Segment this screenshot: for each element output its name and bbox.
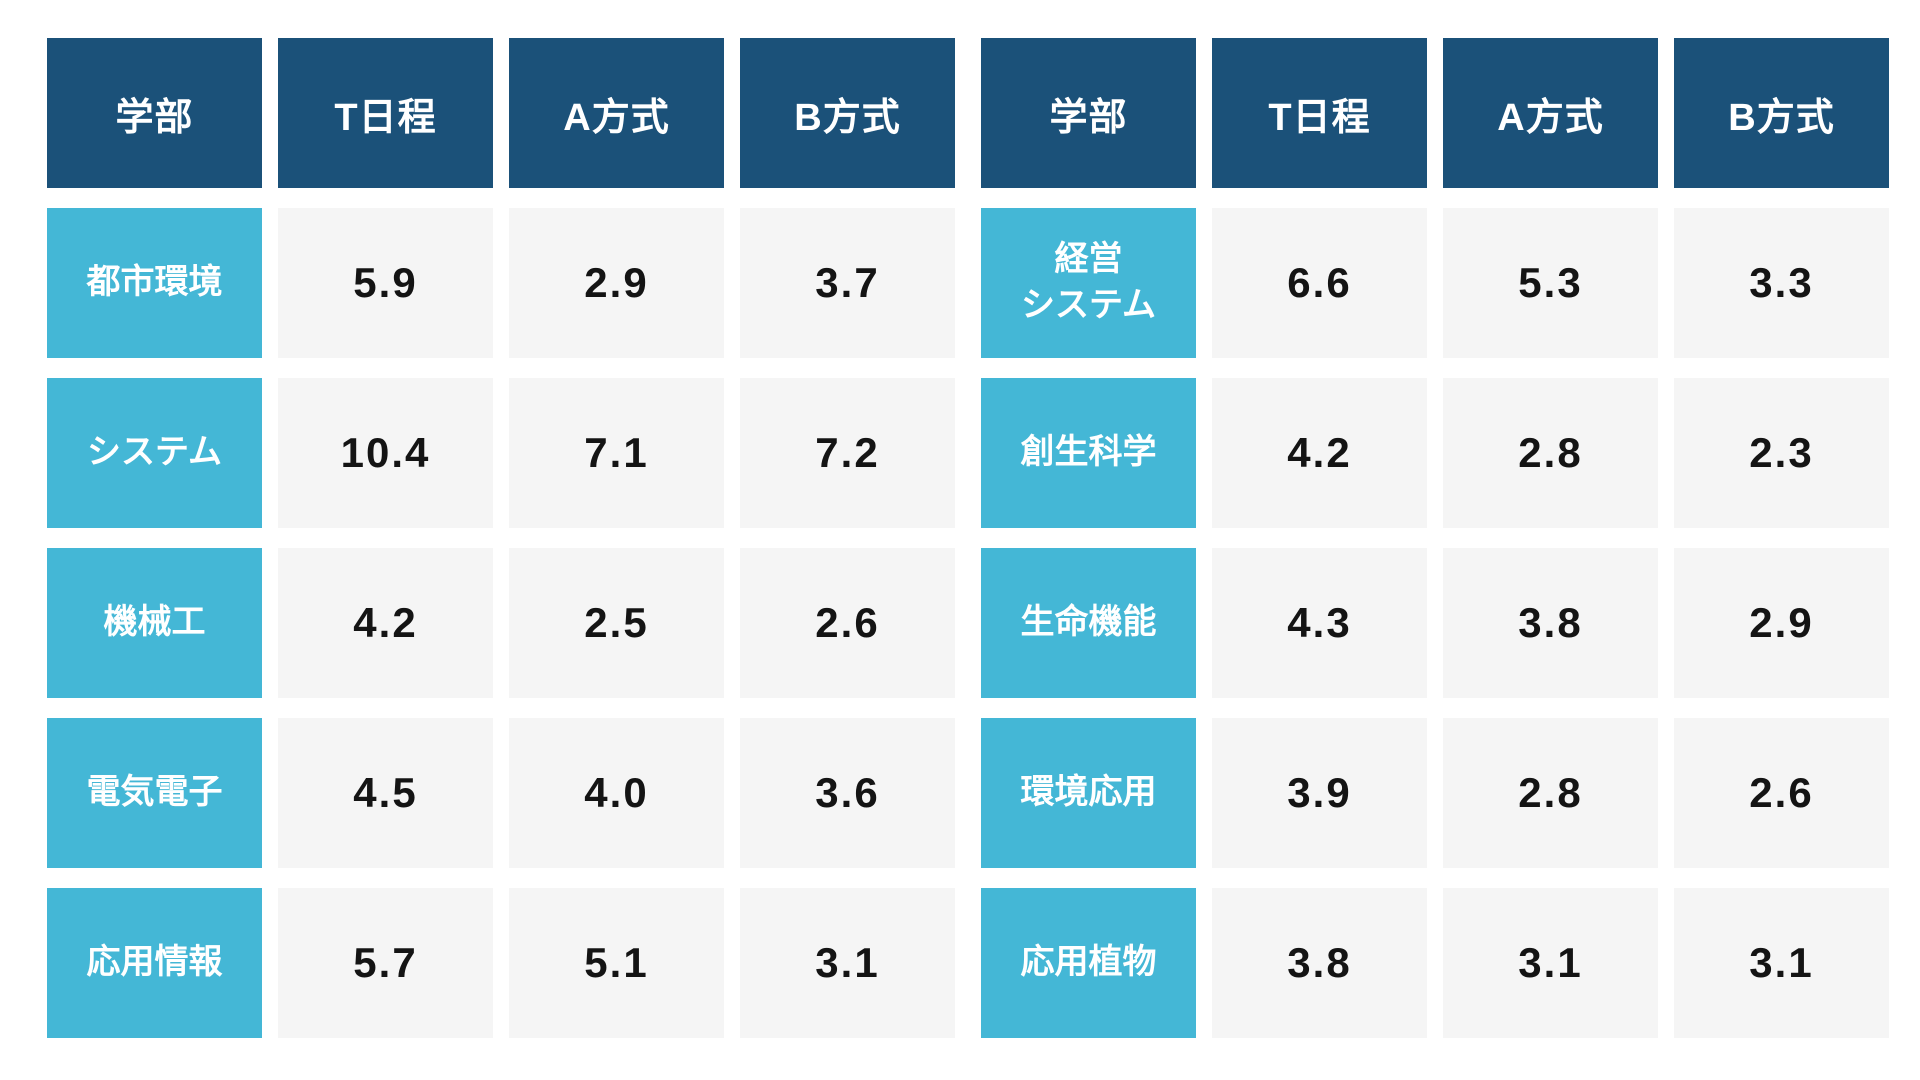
value-cell: 3.9 — [1212, 718, 1427, 868]
value-cell: 2.6 — [1674, 718, 1889, 868]
row-label: 生命機能 — [981, 548, 1196, 698]
right-header-faculty: 学部 — [981, 38, 1196, 188]
left-header-a-method: A方式 — [509, 38, 724, 188]
value-cell: 2.9 — [509, 208, 724, 358]
value-cell: 5.7 — [278, 888, 493, 1038]
value-cell: 2.9 — [1674, 548, 1889, 698]
value-cell: 4.5 — [278, 718, 493, 868]
row-label: 経営 システム — [981, 208, 1196, 358]
value-cell: 4.0 — [509, 718, 724, 868]
row-label: 都市環境 — [47, 208, 262, 358]
row-label: 環境応用 — [981, 718, 1196, 868]
value-cell: 5.9 — [278, 208, 493, 358]
value-cell: 3.8 — [1212, 888, 1427, 1038]
value-cell: 3.1 — [740, 888, 955, 1038]
row-label: システム — [47, 378, 262, 528]
right-header-a-method: A方式 — [1443, 38, 1658, 188]
value-cell: 2.6 — [740, 548, 955, 698]
row-label: 応用情報 — [47, 888, 262, 1038]
value-cell: 3.6 — [740, 718, 955, 868]
value-cell: 5.3 — [1443, 208, 1658, 358]
value-cell: 4.2 — [1212, 378, 1427, 528]
value-cell: 5.1 — [509, 888, 724, 1038]
right-table: 学部 T日程 A方式 B方式 経営 システム 6.6 5.3 3.3 創生科学 … — [981, 38, 1889, 1080]
value-cell: 7.1 — [509, 378, 724, 528]
value-cell: 4.3 — [1212, 548, 1427, 698]
value-cell: 3.1 — [1674, 888, 1889, 1038]
row-label: 電気電子 — [47, 718, 262, 868]
value-cell: 2.8 — [1443, 718, 1658, 868]
left-header-faculty: 学部 — [47, 38, 262, 188]
value-cell: 2.8 — [1443, 378, 1658, 528]
left-header-t-schedule: T日程 — [278, 38, 493, 188]
value-cell: 3.8 — [1443, 548, 1658, 698]
value-cell: 2.5 — [509, 548, 724, 698]
row-label: 応用植物 — [981, 888, 1196, 1038]
value-cell: 6.6 — [1212, 208, 1427, 358]
value-cell: 2.3 — [1674, 378, 1889, 528]
value-cell: 3.1 — [1443, 888, 1658, 1038]
value-cell: 10.4 — [278, 378, 493, 528]
left-table: 学部 T日程 A方式 B方式 都市環境 5.9 2.9 3.7 システム 10.… — [47, 38, 955, 1080]
left-header-b-method: B方式 — [740, 38, 955, 188]
value-cell: 7.2 — [740, 378, 955, 528]
right-header-b-method: B方式 — [1674, 38, 1889, 188]
row-label: 機械工 — [47, 548, 262, 698]
value-cell: 3.7 — [740, 208, 955, 358]
right-header-t-schedule: T日程 — [1212, 38, 1427, 188]
value-cell: 4.2 — [278, 548, 493, 698]
value-cell: 3.3 — [1674, 208, 1889, 358]
row-label: 創生科学 — [981, 378, 1196, 528]
